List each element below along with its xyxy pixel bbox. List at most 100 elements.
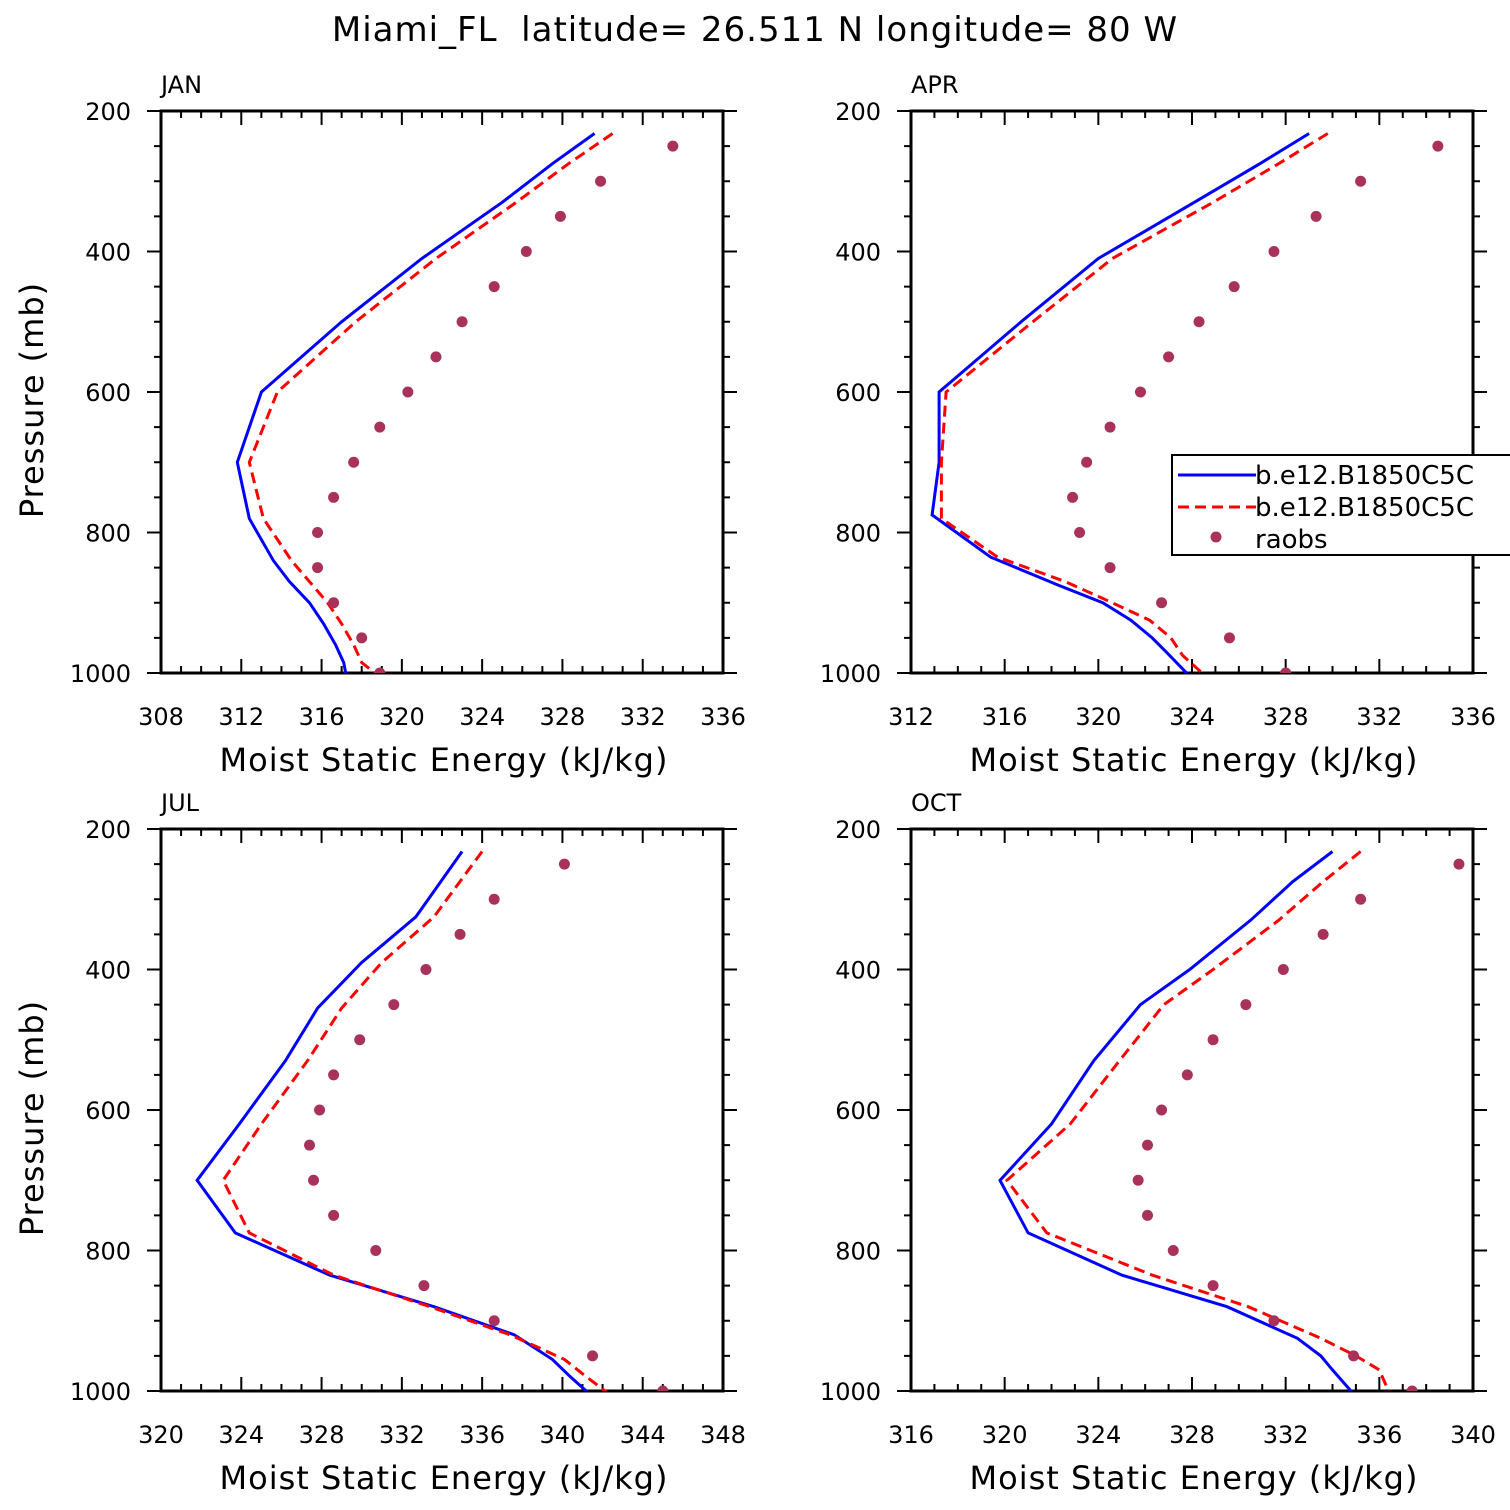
x-tick-label: 336	[700, 703, 746, 731]
raobs-point	[420, 964, 432, 975]
raobs-point	[370, 1245, 382, 1256]
raobs-point	[354, 1034, 366, 1046]
figure-title: Miami_FL latitude= 26.511 N longitude= 8…	[331, 10, 1179, 50]
model-1-line	[930, 132, 1310, 673]
raobs-point	[554, 210, 566, 222]
raobs-point	[328, 1069, 340, 1081]
panel-title: APR	[911, 71, 959, 99]
raobs-point	[1355, 893, 1367, 905]
y-tick-label: 1000	[70, 1378, 131, 1406]
raobs-point	[1067, 491, 1079, 503]
raobs-point	[1207, 1280, 1219, 1292]
plot-frame	[909, 827, 1475, 1393]
x-tick-label: 336	[1450, 703, 1496, 731]
raobs-point	[558, 858, 570, 870]
panel-jan: 308 312 316 320 324 328 332 336 200 400 600 800 1000…	[13, 71, 746, 779]
raobs-point	[1074, 527, 1086, 538]
x-axis-title: Moist Static Energy (kJ/kg)	[970, 741, 1419, 779]
x-tick-label: 324	[459, 703, 505, 731]
series-group	[195, 850, 669, 1391]
raobs-point	[1348, 1350, 1360, 1362]
panel-title: JUL	[159, 789, 200, 817]
raobs-point	[1268, 246, 1280, 257]
raobs-point	[456, 316, 468, 328]
raobs-point	[1317, 928, 1329, 940]
y-tick-label: 400	[85, 239, 131, 267]
series-group	[930, 132, 1444, 673]
y-tick-label: 600	[85, 379, 131, 407]
y-tick-label: 800	[85, 520, 131, 548]
x-tick-label: 320	[1075, 703, 1121, 731]
x-tick-label: 340	[540, 1421, 586, 1449]
y-tick-label: 400	[85, 957, 131, 985]
raobs-point	[388, 999, 400, 1011]
plot-frame	[909, 109, 1475, 675]
raobs-point	[348, 456, 360, 468]
model-2-line	[247, 132, 614, 673]
raobs-point	[402, 386, 414, 398]
x-tick-label: 332	[1263, 1421, 1309, 1449]
y-axis-title: Pressure (mb)	[13, 282, 51, 518]
x-axis-title: Moist Static Energy (kJ/kg)	[220, 741, 669, 779]
y-tick-label: 800	[85, 1238, 131, 1266]
raobs-point	[1181, 1069, 1193, 1081]
raobs-point	[1156, 1104, 1168, 1116]
raobs-point	[328, 1209, 340, 1221]
legend-label: b.e12.B1850C5C	[1255, 461, 1474, 491]
model-1-line	[235, 132, 596, 673]
y-tick-label: 800	[835, 520, 881, 548]
x-tick-label: 320	[138, 1421, 184, 1449]
raobs-point	[1142, 1139, 1154, 1151]
panel-oct: 316 320 324 328 332 336 340 200 400 600 800 1000 OCT…	[820, 789, 1496, 1497]
raobs-point	[1132, 1174, 1144, 1186]
x-tick-label: 324	[1169, 703, 1215, 731]
x-tick-label: 316	[982, 703, 1028, 731]
y-tick-label: 600	[85, 1097, 131, 1125]
x-tick-label: 344	[620, 1421, 666, 1449]
raobs-point	[1193, 316, 1205, 328]
raobs-point	[520, 246, 532, 257]
y-tick-label: 400	[835, 957, 881, 985]
raobs-point	[1081, 456, 1093, 468]
x-tick-label: 312	[888, 703, 934, 731]
raobs-point	[1280, 667, 1292, 673]
panel-title: JAN	[159, 71, 202, 99]
y-tick-label: 600	[835, 379, 881, 407]
x-tick-label: 316	[299, 703, 345, 731]
y-tick-label: 600	[835, 1097, 881, 1125]
raobs-point	[1240, 999, 1252, 1011]
x-tick-label: 316	[888, 1421, 934, 1449]
x-tick-label: 332	[379, 1421, 425, 1449]
raobs-point	[328, 597, 340, 609]
raobs-point	[374, 667, 386, 673]
raobs-point	[1268, 1315, 1280, 1327]
legend-raobs-marker	[1210, 531, 1222, 543]
raobs-point	[328, 491, 340, 503]
raobs-point	[1223, 632, 1235, 644]
model-2-line	[221, 850, 608, 1391]
raobs-point	[356, 632, 368, 644]
raobs-point	[1207, 1034, 1219, 1046]
x-tick-label: 308	[138, 703, 184, 731]
x-tick-label: 312	[218, 703, 264, 731]
x-tick-label: 320	[379, 703, 425, 731]
model-2-line	[1004, 850, 1391, 1391]
plot-frame	[159, 827, 725, 1393]
raobs-point	[312, 527, 324, 538]
y-tick-label: 200	[85, 98, 131, 126]
raobs-point	[430, 351, 442, 363]
panel-title: OCT	[911, 789, 962, 817]
raobs-point	[304, 1139, 316, 1151]
x-tick-label: 328	[540, 703, 586, 731]
raobs-point	[1142, 1209, 1154, 1221]
x-tick-label: 340	[1450, 1421, 1496, 1449]
x-tick-label: 324	[1075, 1421, 1121, 1449]
raobs-point	[314, 1104, 326, 1116]
raobs-point	[657, 1385, 669, 1391]
x-tick-label: 332	[620, 703, 666, 731]
x-tick-label: 336	[459, 1421, 505, 1449]
y-tick-label: 200	[85, 816, 131, 844]
